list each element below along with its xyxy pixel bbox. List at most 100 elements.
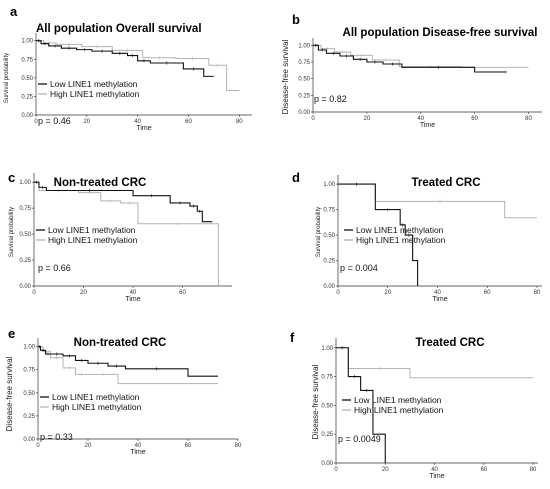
x-tick-label: 60 [484,290,491,296]
x-tick-label: 40 [135,443,142,449]
y-tick-label: 0.75 [298,60,310,66]
panel-letter: b [292,12,300,27]
y-tick-label: 0.25 [298,93,310,99]
panel-a: a All population Overall survival 0.00 0.25… [0,2,270,162]
legend-entry: High LINE1 methylation [48,235,138,245]
y-tick-label: 0.50 [321,403,333,409]
y-axis-label: Survival probability [4,53,10,103]
y-tick-label: 0.50 [23,391,35,397]
x-tick-label: 20 [80,290,87,296]
x-axis-label: Time [432,296,447,303]
p-value-label: p = 0.33 [40,432,73,442]
x-axis-label: Time [136,125,151,132]
x-tick-label: 80 [236,119,243,125]
legend-entry: Low LINE1 methylation [354,395,442,405]
y-tick-label: 1.00 [323,182,335,188]
x-tick-label: 60 [480,467,487,473]
y-tick-label: 0.25 [19,258,31,264]
y-tick-label: 0.75 [21,57,33,63]
series-low-line1-curve [36,40,214,77]
p-value-label: p = 0.004 [340,263,378,273]
y-tick-label: 1.00 [298,43,310,49]
p-value-label: p = 0.46 [38,116,71,126]
x-tick-label: 40 [434,290,441,296]
chart-a: a All population Overall survival 0.00 0.25… [4,4,252,132]
chart-title: Non-treated CRC [74,337,167,349]
chart-title: Treated CRC [411,177,480,189]
y-axis-label: Disease-free survival [5,356,14,431]
legend-entry: Low LINE1 methylation [52,392,140,402]
x-axis-label: Time [130,449,145,456]
p-value-label: p = 0.66 [38,263,71,273]
y-tick-label: 0.25 [323,259,335,265]
series-low-line1-curve [38,346,218,377]
x-tick-label: 20 [83,119,90,125]
y-tick-label: 0.00 [298,110,310,116]
y-tick-label: 0.00 [323,284,335,290]
x-tick-label: 20 [384,290,391,296]
x-tick-label: 60 [179,290,186,296]
x-tick-label: 60 [185,443,192,449]
x-axis-label: Time [125,296,140,303]
x-tick-label: 40 [431,467,438,473]
p-value-label: p = 0.82 [314,94,347,104]
legend-entry: Low LINE1 methylation [50,79,138,89]
series-low-line1-curve [313,44,507,73]
x-tick-label: 0 [32,290,36,296]
series-high-line1-curve [336,347,534,379]
panel-d: d Treated CRC 0.00 0.25 0.50 0.75 1.00 0 20 40 60 8… [280,162,550,322]
y-axis-label: Disease-free survival [311,364,320,439]
chart-c: c Non-treated CRC 0.00 0.25 0.50 0.75 1.00 0 20 4… [8,170,232,303]
x-tick-label: 0 [36,443,40,449]
y-tick-label: 1.00 [19,180,31,186]
x-axis-label: Time [420,122,435,129]
y-tick-label: 0.25 [321,432,333,438]
chart-d: d Treated CRC 0.00 0.25 0.50 0.75 1.00 0 20 40 60 8… [292,170,542,303]
chart-title: Non-treated CRC [54,177,147,189]
y-tick-label: 0.00 [321,461,333,467]
x-tick-label: 0 [311,116,315,122]
x-tick-label: 0 [34,119,38,125]
y-tick-label: 1.00 [23,345,35,351]
x-tick-label: 20 [382,467,389,473]
x-tick-label: 40 [130,290,137,296]
chart-title: All population Overall survival [36,23,202,35]
panel-letter: f [290,330,295,345]
y-tick-label: 0.25 [23,414,35,420]
x-tick-label: 80 [534,290,541,296]
x-tick-label: 40 [417,116,424,122]
chart-title: All population Disease-free survival [343,27,538,39]
x-tick-label: 20 [85,443,92,449]
x-tick-label: 80 [235,443,242,449]
y-tick-label: 0.50 [21,76,33,82]
x-tick-label: 0 [336,290,340,296]
y-tick-label: 1.00 [321,346,333,352]
legend-entry: Low LINE1 methylation [48,225,136,235]
y-tick-label: 0.50 [323,233,335,239]
y-tick-label: 0.50 [19,232,31,238]
x-tick-label: 80 [530,467,537,473]
x-tick-label: 60 [471,116,478,122]
panel-c: c Non-treated CRC 0.00 0.25 0.50 0.75 1.00 0 20 4… [0,162,270,322]
y-tick-label: 1.00 [21,39,33,45]
chart-b: b All population Disease-free survival 0.0… [281,12,542,129]
x-tick-label: 20 [364,116,371,122]
y-tick-label: 0.00 [21,113,33,119]
y-tick-label: 0.00 [23,437,35,443]
series-high-line1-curve [338,183,538,219]
x-tick-label: 80 [525,116,532,122]
y-tick-label: 0.75 [19,206,31,212]
y-axis-label: Disease-free survival [281,39,290,114]
x-tick-label: 60 [185,119,192,125]
panel-e: e Non-treated CRC 0.00 0.25 0.50 0.75 1.00 0 20 4… [0,322,270,482]
y-tick-label: 0.75 [321,375,333,381]
series-low-line1-curve [336,347,386,463]
legend-entry: High LINE1 methylation [52,402,142,412]
panel-f: f Treated CRC 0.00 0.25 0.50 0.75 1.00 0 20 40 60 8… [280,322,550,482]
legend-entry: High LINE1 methylation [356,235,446,245]
y-tick-label: 0.75 [323,208,335,214]
panel-letter: c [8,170,15,185]
p-value-label: p = 0.0049 [338,434,381,444]
legend-entry: High LINE1 methylation [50,89,140,99]
y-tick-label: 0.00 [19,284,31,290]
